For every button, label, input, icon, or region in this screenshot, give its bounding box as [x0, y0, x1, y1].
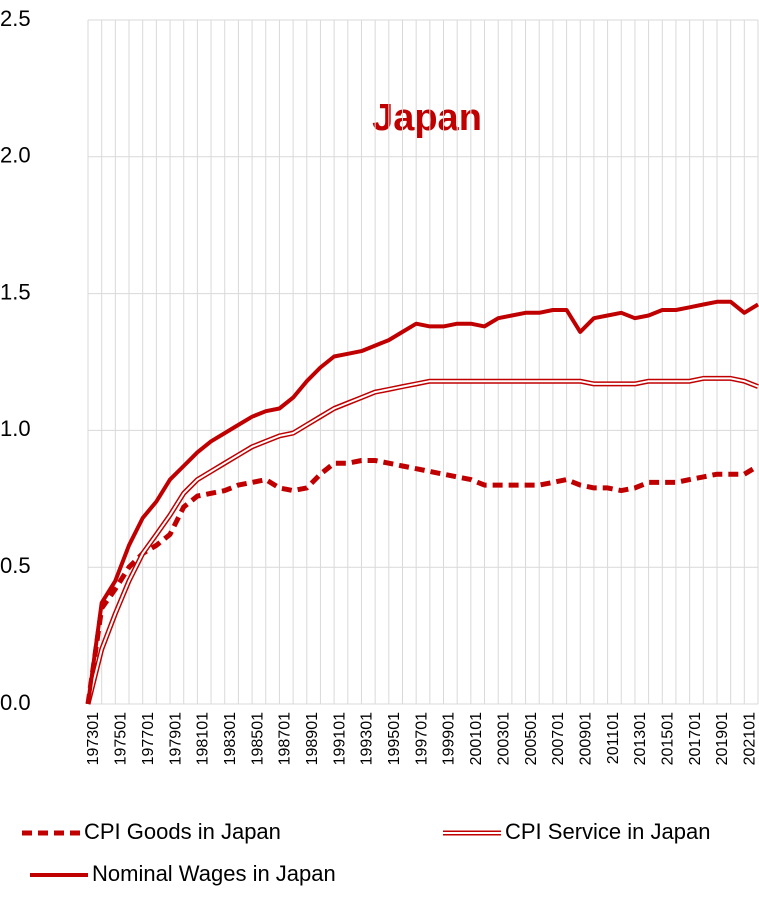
- y-tick-label: 2.0: [0, 143, 31, 168]
- legend-label: CPI Service in Japan: [505, 819, 710, 844]
- y-tick-label: 0.0: [0, 690, 31, 715]
- series-line: [85, 375, 759, 705]
- x-tick-label: 201301: [632, 712, 649, 765]
- legend-label: Nominal Wages in Japan: [92, 861, 336, 886]
- x-tick-label: 200501: [523, 712, 540, 765]
- series-line-inner: [87, 377, 759, 705]
- x-tick-label: 201501: [660, 712, 677, 765]
- x-tick-label: 200301: [495, 712, 512, 765]
- x-tick-label: 198701: [277, 712, 294, 765]
- x-tick-label: 197501: [113, 712, 130, 765]
- legend-label: CPI Goods in Japan: [84, 819, 281, 844]
- x-tick-label: 199701: [413, 712, 430, 765]
- y-tick-label: 2.5: [0, 6, 31, 31]
- y-tick-label: 0.5: [0, 553, 31, 578]
- x-tick-label: 197301: [85, 712, 102, 765]
- x-tick-label: 199501: [386, 712, 403, 765]
- x-tick-label: 198301: [222, 712, 239, 765]
- plot: 0.0 0.5 1.0 1.5 2.0 2.5 197301 197501 197701 1979…: [0, 6, 759, 886]
- x-tick-label: 201701: [687, 712, 704, 765]
- x-tick-label: 202101: [742, 712, 759, 765]
- chart-title: Japan: [372, 97, 482, 139]
- x-tick-label: 198501: [249, 712, 266, 765]
- y-tick-label: 1.5: [0, 279, 31, 304]
- x-tick-label: 199901: [441, 712, 458, 765]
- x-tick-label: 197701: [140, 712, 157, 765]
- x-tick-label: 199101: [331, 712, 348, 765]
- y-tick-label: 1.0: [0, 416, 31, 441]
- series-line: [85, 458, 759, 705]
- x-tick-label: 198101: [195, 712, 212, 765]
- x-tick-label: 197901: [167, 712, 184, 765]
- x-tick-label: 198901: [304, 712, 321, 765]
- x-tick-label: 201901: [714, 712, 731, 765]
- x-tick-label: 200101: [468, 712, 485, 765]
- x-tick-label: 200901: [577, 712, 594, 765]
- series-line: [86, 299, 759, 705]
- x-tick-label: 201101: [605, 712, 622, 764]
- x-tick-label: 199301: [359, 712, 376, 765]
- x-tick-label: 200701: [550, 712, 567, 765]
